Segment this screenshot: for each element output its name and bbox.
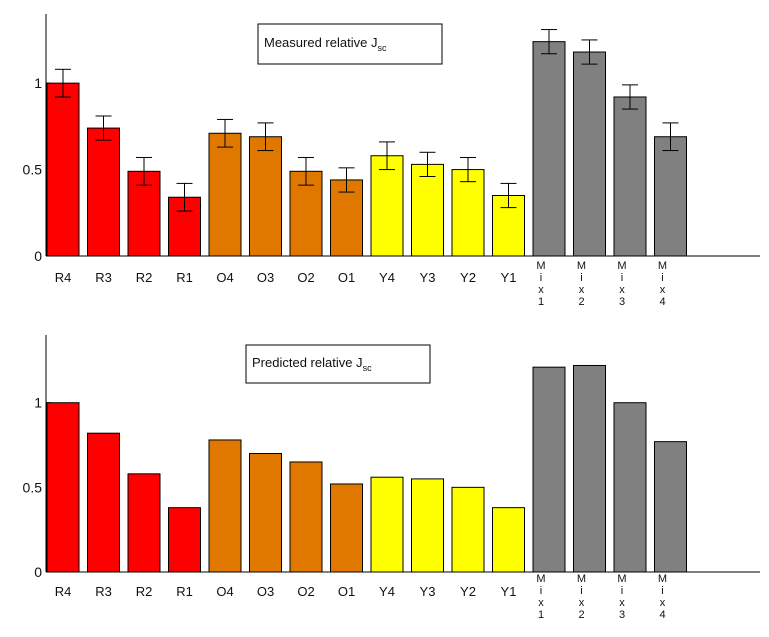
x-tick-label-Mix4-1: i	[661, 272, 663, 284]
x-tick-label-Mix1-3: 1	[538, 609, 544, 621]
x-tick-label-Mix4-0: M	[658, 573, 667, 585]
x-tick-label-O2: O2	[297, 270, 314, 285]
x-tick-label-R2: R2	[136, 584, 153, 599]
x-tick-label-O4: O4	[216, 584, 233, 599]
x-tick-label-R1: R1	[176, 584, 193, 599]
x-tick-label-Mix4-0: M	[658, 260, 667, 272]
x-tick-label-R4: R4	[55, 584, 72, 599]
x-tick-label-O2: O2	[297, 584, 314, 599]
title-box	[257, 23, 443, 65]
bar-Mix2	[573, 364, 606, 573]
bar-Mix1	[532, 41, 566, 257]
bar-Y3	[411, 163, 444, 257]
bar-R4	[46, 82, 80, 257]
bar-O4	[208, 439, 242, 573]
bar-Mix3	[613, 96, 647, 257]
x-tick-label-Mix3-0: M	[617, 260, 626, 272]
x-tick-label-O4: O4	[216, 270, 233, 285]
bar-Mix2	[573, 51, 606, 257]
x-tick-label-O3: O3	[257, 270, 274, 285]
x-tick-label-Mix1-0: M	[536, 573, 545, 585]
x-tick-label-Y3: Y3	[420, 584, 436, 599]
bar-R2	[127, 473, 161, 573]
y-tick-label: 0.5	[23, 479, 43, 495]
bar-O3	[249, 136, 282, 257]
x-tick-label-Y2: Y2	[460, 270, 476, 285]
bar-Y3	[411, 478, 444, 573]
title-box	[245, 344, 431, 384]
x-tick-label-O1: O1	[338, 584, 355, 599]
bar-R1	[168, 507, 201, 573]
bar-Mix4	[654, 136, 687, 257]
x-tick-label-Mix2-3: 2	[578, 296, 584, 308]
x-tick-label-Mix4-3: 4	[659, 609, 665, 621]
x-tick-label-Mix3-3: 3	[619, 296, 625, 308]
x-tick-label-Mix4-2: x	[660, 284, 666, 296]
x-tick-label-Y4: Y4	[379, 584, 395, 599]
x-tick-label-R4: R4	[55, 270, 72, 285]
x-tick-label-Mix1-1: i	[540, 585, 542, 597]
x-tick-label-Mix3-1: i	[621, 272, 623, 284]
bar-Mix4	[654, 441, 687, 573]
x-tick-label-Mix1-1: i	[540, 272, 542, 284]
x-tick-label-Mix2-2: x	[579, 284, 585, 296]
bar-Y2	[451, 486, 485, 573]
x-tick-label-Mix2-1: i	[580, 585, 582, 597]
bar-Y4	[370, 476, 404, 573]
x-tick-label-Mix3-2: x	[619, 284, 625, 296]
x-tick-label-Mix3-3: 3	[619, 609, 625, 621]
x-tick-label-Mix1-3: 1	[538, 296, 544, 308]
x-tick-label-R2: R2	[136, 270, 153, 285]
chart-title: Predicted relative Jsc	[252, 355, 372, 373]
x-tick-label-Y3: Y3	[420, 270, 436, 285]
bar-O3	[249, 453, 282, 573]
y-tick-label: 1	[34, 395, 42, 411]
bar-R4	[46, 402, 80, 573]
x-tick-label-Y2: Y2	[460, 584, 476, 599]
x-tick-label-Mix2-3: 2	[578, 609, 584, 621]
x-tick-label-Mix1-2: x	[538, 284, 544, 296]
y-tick-label: 0	[34, 248, 42, 264]
y-tick-label: 0	[34, 564, 42, 580]
y-tick-label: 1	[34, 75, 42, 91]
x-tick-label-O3: O3	[257, 584, 274, 599]
x-tick-label-Mix2-0: M	[577, 260, 586, 272]
x-tick-label-Mix3-0: M	[617, 573, 626, 585]
x-tick-label-O1: O1	[338, 270, 355, 285]
x-tick-label-Mix3-2: x	[619, 597, 625, 609]
x-tick-label-Mix4-3: 4	[659, 296, 665, 308]
bar-R3	[87, 127, 120, 257]
chart-title: Measured relative Jsc	[264, 35, 387, 53]
x-tick-label-R1: R1	[176, 270, 193, 285]
x-tick-label-Y4: Y4	[379, 270, 395, 285]
x-tick-label-R3: R3	[95, 270, 112, 285]
bar-Y2	[451, 169, 485, 257]
bar-Mix1	[532, 366, 566, 573]
x-tick-label-Mix2-2: x	[579, 597, 585, 609]
bar-R3	[87, 432, 120, 573]
x-tick-label-R3: R3	[95, 584, 112, 599]
x-tick-label-Mix4-2: x	[660, 597, 666, 609]
y-tick-label: 0.5	[23, 162, 43, 178]
bar-O4	[208, 132, 242, 257]
bar-Y1	[492, 507, 525, 573]
x-tick-label-Mix4-1: i	[661, 585, 663, 597]
bar-Y4	[370, 155, 404, 257]
x-tick-label-Mix1-0: M	[536, 260, 545, 272]
x-tick-label-Y1: Y1	[501, 584, 517, 599]
x-tick-label-Mix3-1: i	[621, 585, 623, 597]
x-tick-label-Mix2-0: M	[577, 573, 586, 585]
x-tick-label-Mix2-1: i	[580, 272, 582, 284]
bar-O1	[330, 179, 363, 257]
x-tick-label-Mix1-2: x	[538, 597, 544, 609]
x-tick-label-Y1: Y1	[501, 270, 517, 285]
bar-Mix3	[613, 402, 647, 573]
bar-O2	[289, 461, 323, 573]
bar-O1	[330, 483, 363, 573]
